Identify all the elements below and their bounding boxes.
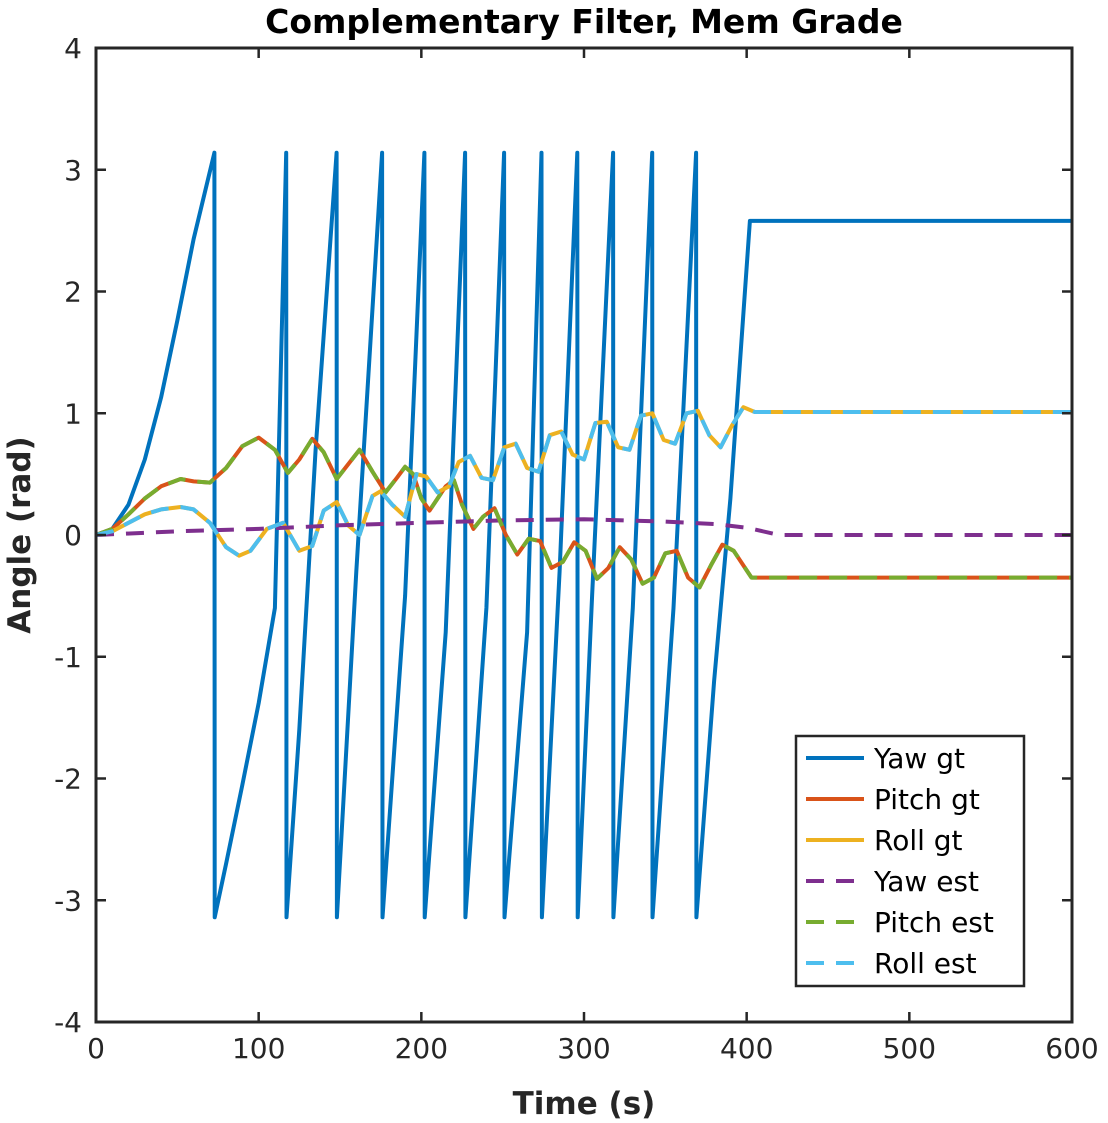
legend-box — [794, 734, 1026, 988]
x-tick-label: 200 — [395, 1032, 448, 1065]
x-tick-label: 500 — [883, 1032, 936, 1065]
series-line-6 — [95, 405, 1072, 558]
x-axis-title: Time (s) — [513, 1086, 656, 1122]
x-tick-label: 400 — [720, 1032, 773, 1065]
plot-frame — [94, 46, 1074, 1024]
y-tick-label: 3 — [64, 154, 82, 187]
y-tick-label: -4 — [54, 1006, 82, 1039]
y-tick-label: 1 — [64, 397, 82, 430]
series-line-5 — [95, 435, 1072, 590]
x-tick-label: 0 — [87, 1032, 105, 1065]
series-line-1 — [95, 150, 1072, 920]
legend: Yaw gt Pitch gt Roll gt Yaw est Pitch est Rol… — [794, 734, 1026, 988]
x-tick-label: 600 — [1045, 1032, 1098, 1065]
y-tick-label: -3 — [54, 884, 82, 917]
y-tick-label: 2 — [64, 276, 82, 309]
series-line-4 — [95, 517, 1072, 537]
y-tick-label: -2 — [54, 763, 82, 796]
legend-label-3: Roll gt — [874, 824, 963, 857]
y-axis-title: Angle (rad) — [2, 436, 38, 633]
tick-layer: 0 100 200 300 400 500 600 -4 -3 -2 -1 0 1 2 3 4 — [54, 32, 1099, 1065]
y-tick-label: -1 — [54, 641, 82, 674]
legend-label-2: Pitch gt — [874, 783, 980, 816]
legend-label-1: Yaw gt — [873, 742, 965, 775]
y-tick-label: 0 — [64, 519, 82, 552]
legend-label-5: Pitch est — [874, 906, 994, 939]
legend-label-4: Yaw est — [873, 865, 979, 898]
x-tick-label: 300 — [557, 1032, 610, 1065]
x-tick-label: 100 — [232, 1032, 285, 1065]
y-tick-label: 4 — [64, 32, 82, 65]
chart-title: Complementary Filter, Mem Grade — [265, 2, 903, 41]
legend-label-6: Roll est — [874, 947, 977, 980]
series-layer — [95, 150, 1072, 920]
